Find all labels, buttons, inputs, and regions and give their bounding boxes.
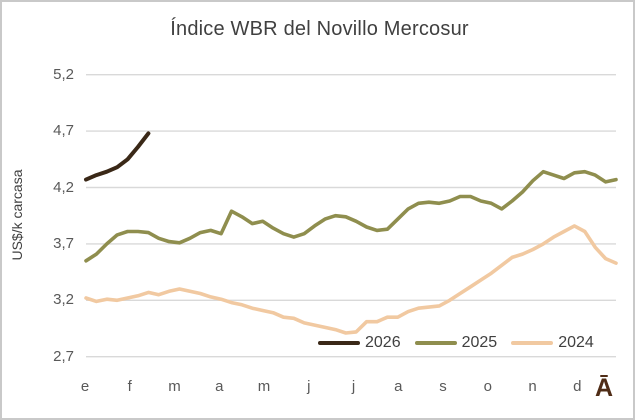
x-month-label: d [573, 378, 582, 395]
x-month-label: e [80, 378, 90, 395]
x-month-label: o [483, 378, 492, 395]
y-tick-label: 4,2 [53, 178, 74, 196]
legend-item-2026: 2026 [318, 334, 401, 352]
y-tick-label: 3,7 [53, 234, 74, 252]
legend-item-2025: 2025 [414, 334, 498, 352]
chart-title: Índice WBR del Novillo Mercosur [170, 18, 469, 40]
y-tick-label: 3,2 [53, 291, 74, 309]
x-month-label: a [394, 378, 403, 395]
x-month-label: j [351, 378, 356, 395]
series-line-2024 [84, 224, 618, 335]
legend-item-2024: 2024 [511, 334, 594, 352]
legend: 2026 2025 2024 [318, 334, 594, 352]
series-line-2025 [84, 169, 618, 263]
legend-swatch-2025 [414, 341, 457, 345]
legend-label: 2026 [365, 334, 401, 351]
x-month-label: j [307, 378, 311, 395]
x-month-label: a [215, 378, 224, 395]
x-month-label: n [528, 378, 537, 395]
x-month-label: f [127, 378, 132, 395]
x-month-label: m [168, 378, 181, 395]
series-line-2026 [84, 131, 151, 182]
y-tick-label: 5,2 [53, 65, 74, 83]
brand-watermark: Ā [595, 374, 614, 402]
legend-swatch-2026 [318, 341, 360, 345]
y-tick-label: 2,7 [53, 347, 74, 365]
legend-swatch-2024 [511, 341, 554, 345]
y-tick-label: 4,7 [53, 122, 74, 140]
x-month-label: m [257, 378, 271, 395]
legend-label: 2024 [558, 334, 594, 351]
legend-label: 2025 [461, 334, 498, 351]
x-month-label: s [439, 378, 447, 395]
